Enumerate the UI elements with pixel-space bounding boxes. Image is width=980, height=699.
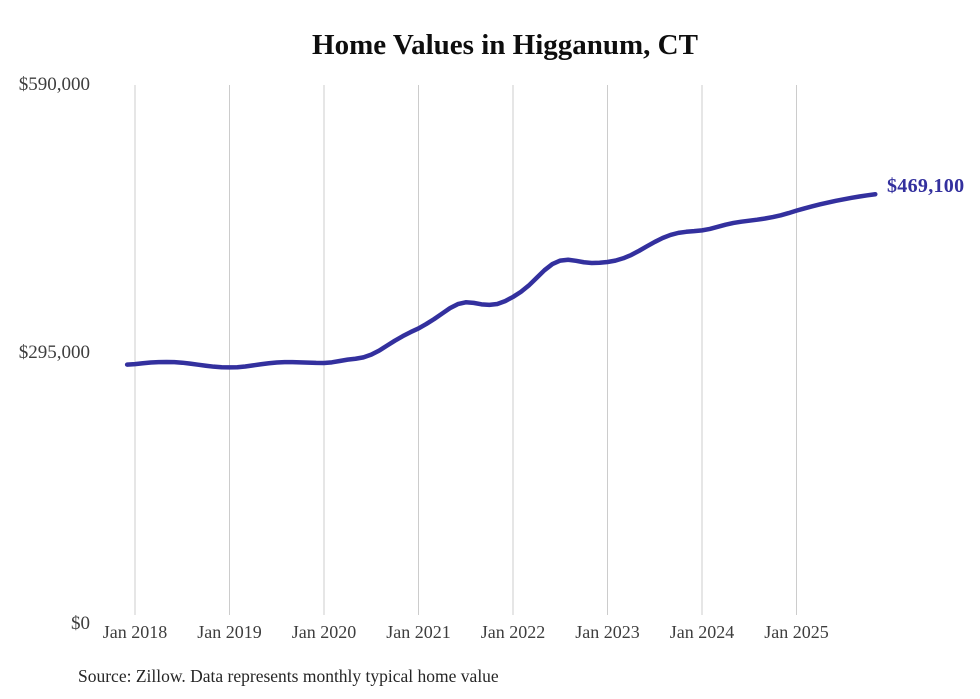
x-axis-tick-jan-2020: Jan 2020 xyxy=(291,622,357,642)
x-axis-tick-jan-2019: Jan 2019 xyxy=(197,622,262,642)
y-axis-tick-295000: $295,000 xyxy=(18,342,90,363)
y-axis-tick-590000: $590,000 xyxy=(18,74,90,95)
home-value-line xyxy=(124,191,878,370)
y-axis-tick-0: $0 xyxy=(71,613,90,634)
x-axis-tick-jan-2018: Jan 2018 xyxy=(102,622,168,642)
x-axis-tick-jan-2023: Jan 2023 xyxy=(575,622,640,642)
x-axis-tick-jan-2024: Jan 2024 xyxy=(669,622,735,642)
x-axis-tick-jan-2022: Jan 2022 xyxy=(480,622,546,642)
x-axis: Jan 2018 Jan 2019 Jan 2020 Jan 2021 Jan … xyxy=(0,622,980,648)
latest-value-label: $469,100 xyxy=(887,175,965,197)
source-note: Source: Zillow. Data represents monthly … xyxy=(78,666,499,686)
x-axis-tick-jan-2021: Jan 2021 xyxy=(386,622,451,642)
chart-title: Home Values in Higganum, CT xyxy=(312,29,698,61)
x-axis-tick-jan-2025: Jan 2025 xyxy=(764,622,829,642)
